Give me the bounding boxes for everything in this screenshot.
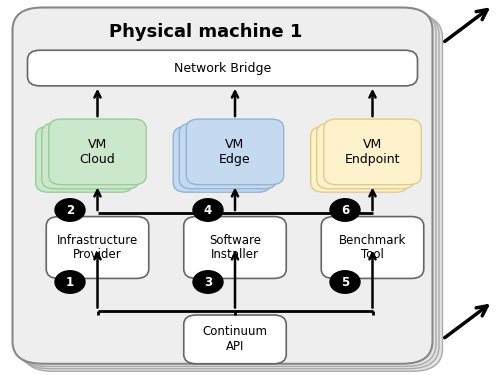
- Circle shape: [193, 271, 223, 293]
- FancyBboxPatch shape: [310, 127, 408, 192]
- FancyBboxPatch shape: [22, 15, 442, 371]
- Circle shape: [55, 271, 85, 293]
- Circle shape: [330, 199, 360, 221]
- FancyBboxPatch shape: [324, 119, 421, 185]
- Text: Benchmark
Tool: Benchmark Tool: [339, 234, 406, 261]
- Text: 4: 4: [204, 204, 212, 216]
- FancyBboxPatch shape: [173, 127, 270, 192]
- FancyBboxPatch shape: [36, 127, 133, 192]
- Circle shape: [330, 271, 360, 293]
- Text: VM
Cloud: VM Cloud: [80, 138, 116, 166]
- Text: 2: 2: [66, 204, 74, 216]
- Circle shape: [193, 199, 223, 221]
- Text: Physical machine 1: Physical machine 1: [109, 23, 302, 42]
- Text: 3: 3: [204, 276, 212, 288]
- FancyBboxPatch shape: [42, 123, 139, 189]
- FancyBboxPatch shape: [186, 119, 284, 185]
- FancyBboxPatch shape: [179, 123, 276, 189]
- Text: 6: 6: [341, 204, 349, 216]
- FancyBboxPatch shape: [317, 123, 414, 189]
- FancyBboxPatch shape: [28, 50, 417, 86]
- FancyBboxPatch shape: [16, 10, 436, 366]
- Text: Software
Installer: Software Installer: [209, 234, 261, 261]
- FancyBboxPatch shape: [321, 217, 424, 278]
- FancyBboxPatch shape: [46, 217, 149, 278]
- Text: VM
Endpoint: VM Endpoint: [345, 138, 400, 166]
- FancyBboxPatch shape: [184, 315, 286, 364]
- Text: 5: 5: [341, 276, 349, 288]
- Text: Network Bridge: Network Bridge: [174, 62, 271, 75]
- FancyBboxPatch shape: [49, 119, 146, 185]
- Text: VM
Edge: VM Edge: [219, 138, 251, 166]
- FancyBboxPatch shape: [184, 217, 286, 278]
- FancyBboxPatch shape: [12, 8, 432, 364]
- Text: Infrastructure
Provider: Infrastructure Provider: [57, 234, 138, 261]
- Text: 1: 1: [66, 276, 74, 288]
- FancyBboxPatch shape: [19, 12, 439, 369]
- Circle shape: [55, 199, 85, 221]
- Text: Continuum
API: Continuum API: [202, 326, 268, 353]
